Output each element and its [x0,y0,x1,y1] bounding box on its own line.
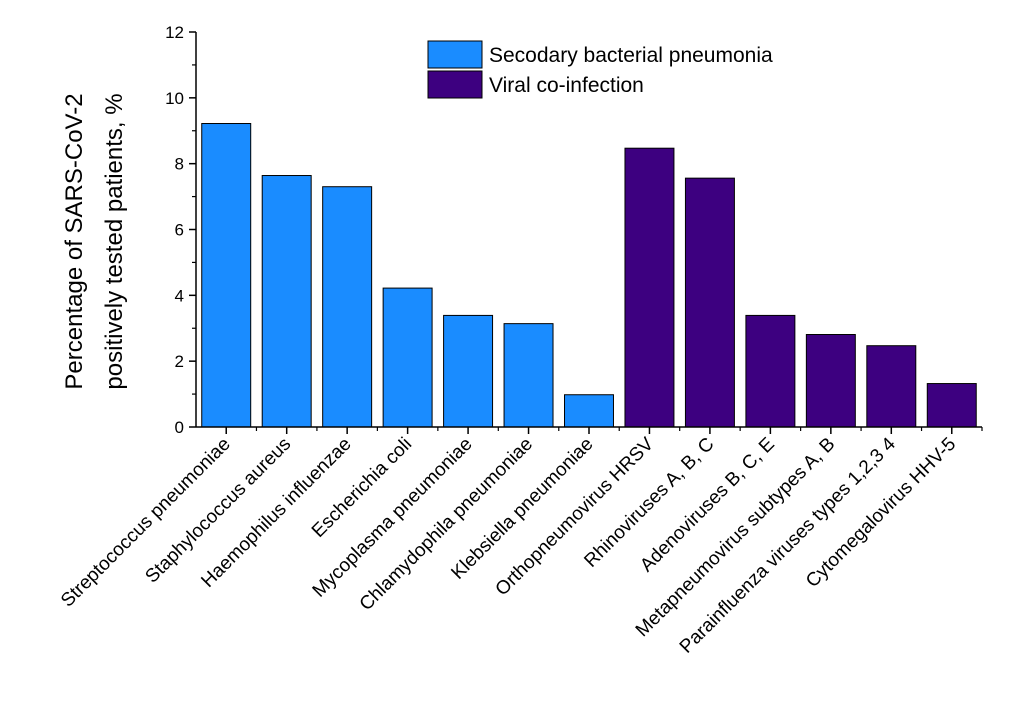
bar-13 [926,383,977,428]
bar-10 [745,314,796,428]
legend-label: Viral co-infection [489,74,644,97]
bar-6 [503,323,554,428]
y-axis-title: Percentage of SARS-CoV-2 [61,93,88,389]
y-axis-title: positively tested patients, % [101,93,128,389]
y-tick-label: 0 [175,418,184,437]
bar-11 [805,334,856,428]
bar-4 [382,287,433,428]
legend-swatch-1 [427,40,483,69]
bar-5 [443,314,494,428]
legend-label: Secodary bacterial pneumonia [489,44,773,67]
y-tick-label: 4 [175,286,184,305]
bar-7 [564,394,614,428]
bars-layer [201,123,977,428]
y-tick-label: 8 [175,155,184,174]
bar-8 [624,147,675,428]
bar-3 [322,186,373,428]
y-tick-label: 6 [175,221,184,240]
bar-12 [866,345,917,428]
bar-1 [201,123,252,428]
bar-9 [684,177,735,428]
legend: Secodary bacterial pneumonia Viral co-inf… [427,40,773,99]
y-tick-label: 12 [165,23,184,42]
category-label: Parainfluenza viruses types 1,2,3 4 [676,433,900,657]
y-tick-label: 10 [165,89,184,108]
legend-swatch-2 [427,70,483,99]
axes-layer [189,31,983,434]
y-tick-label: 2 [175,352,184,371]
bar-2 [261,175,312,428]
